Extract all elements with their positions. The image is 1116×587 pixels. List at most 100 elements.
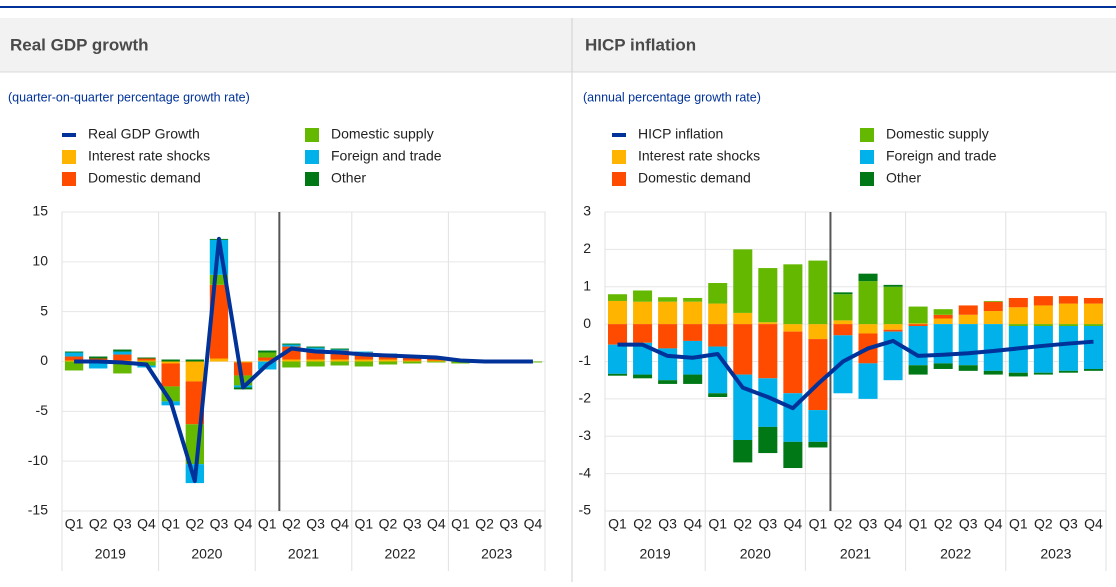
- bar-segment: [808, 260, 828, 325]
- bar-segment: [185, 361, 205, 382]
- bar-segment: [708, 393, 728, 398]
- bar-segment: [282, 361, 301, 368]
- bar-segment: [833, 335, 853, 394]
- bar-segment: [1083, 303, 1103, 325]
- bar-segment: [64, 356, 84, 361]
- x-tick-label: Q3: [210, 516, 229, 532]
- x-tick-label: Q1: [708, 516, 727, 532]
- panel-subtitle: (quarter-on-quarter percentage growth ra…: [8, 90, 250, 104]
- bar-segment: [137, 358, 156, 361]
- bar-segment: [983, 311, 1003, 325]
- bar-segment: [833, 292, 853, 295]
- bar-segment: [733, 439, 753, 463]
- x-tick-label: Q1: [909, 516, 928, 532]
- bar-segment: [306, 359, 325, 362]
- bar-segment: [1033, 372, 1053, 375]
- bar-segment: [64, 351, 84, 353]
- bar-segment: [233, 361, 253, 363]
- bar-segment: [378, 361, 398, 365]
- legend-swatch: [860, 128, 874, 142]
- x-tick-label: Q1: [65, 516, 84, 532]
- year-label: 2019: [95, 546, 126, 562]
- y-tick-label: -3: [579, 427, 592, 443]
- bar-segment: [983, 370, 1003, 375]
- bar-segment: [833, 320, 853, 325]
- legend-swatch: [612, 172, 626, 186]
- bar-segment: [758, 378, 778, 427]
- bar-segment: [908, 324, 928, 326]
- bar-segment: [354, 361, 374, 367]
- x-tick-label: Q1: [809, 516, 828, 532]
- bar-segment: [330, 348, 349, 350]
- legend-swatch: [860, 150, 874, 164]
- bar-segment: [908, 325, 928, 366]
- x-tick-label: Q4: [784, 516, 803, 532]
- bar-segment: [89, 363, 108, 369]
- x-tick-label: Q4: [884, 516, 903, 532]
- x-tick-label: Q4: [683, 516, 702, 532]
- bar-segment: [858, 324, 878, 334]
- bar-segment: [933, 324, 953, 364]
- bar-segment: [113, 361, 132, 374]
- y-tick-label: 2: [583, 240, 591, 256]
- x-tick-label: Q1: [608, 516, 627, 532]
- x-tick-label: Q3: [658, 516, 677, 532]
- x-tick-label: Q3: [499, 516, 518, 532]
- x-tick-label: Q2: [834, 516, 853, 532]
- legend-swatch: [62, 150, 76, 164]
- bar-segment: [161, 361, 180, 364]
- bar-segment: [833, 294, 853, 321]
- year-label: 2022: [385, 546, 416, 562]
- bar-segment: [330, 349, 349, 351]
- bar-segment: [858, 281, 878, 325]
- bar-segment: [908, 365, 928, 375]
- x-tick-label: Q2: [475, 516, 494, 532]
- bar-segment: [783, 324, 803, 332]
- bar-segment: [233, 362, 253, 376]
- x-tick-label: Q2: [379, 516, 398, 532]
- bar-segment: [306, 347, 325, 350]
- bar-segment: [783, 331, 803, 394]
- bar-segment: [282, 359, 301, 362]
- bar-segment: [282, 343, 301, 345]
- legend-label: Other: [331, 170, 366, 186]
- y-tick-label: -10: [28, 452, 48, 468]
- bar-segment: [330, 361, 349, 366]
- year-label: 2023: [481, 546, 512, 562]
- bar-segment: [708, 324, 728, 347]
- bar-segment: [808, 410, 828, 442]
- x-tick-label: Q4: [137, 516, 156, 532]
- x-tick-label: Q4: [234, 516, 253, 532]
- x-tick-label: Q3: [1059, 516, 1078, 532]
- y-tick-label: 0: [40, 352, 48, 368]
- bar-segment: [330, 359, 349, 362]
- bar-segment: [282, 344, 301, 347]
- bar-segment: [808, 441, 828, 448]
- bar-segment: [858, 273, 878, 282]
- x-tick-label: Q3: [306, 516, 325, 532]
- header-band: [0, 18, 1116, 72]
- bar-segment: [113, 351, 132, 355]
- bar-segment: [354, 359, 374, 362]
- bar-segment: [758, 324, 778, 379]
- bar-segment: [1083, 297, 1103, 304]
- bar-segment: [883, 284, 903, 287]
- bar-segment: [683, 374, 703, 384]
- y-tick-label: 3: [583, 203, 591, 219]
- x-tick-label: Q2: [934, 516, 953, 532]
- legend-label: Foreign and trade: [331, 148, 442, 164]
- bar-segment: [161, 359, 180, 362]
- bar-segment: [633, 374, 653, 379]
- y-tick-label: -5: [36, 402, 49, 418]
- x-tick-label: Q2: [185, 516, 204, 532]
- bar-segment: [378, 359, 398, 362]
- year-label: 2022: [940, 546, 971, 562]
- bar-segment: [733, 312, 753, 325]
- bar-segment: [608, 324, 628, 345]
- bar-segment: [633, 290, 653, 302]
- bar-segment: [883, 329, 903, 332]
- x-tick-label: Q2: [733, 516, 752, 532]
- legend-swatch: [305, 128, 319, 142]
- bar-segment: [883, 331, 903, 381]
- x-tick-label: Q4: [524, 516, 543, 532]
